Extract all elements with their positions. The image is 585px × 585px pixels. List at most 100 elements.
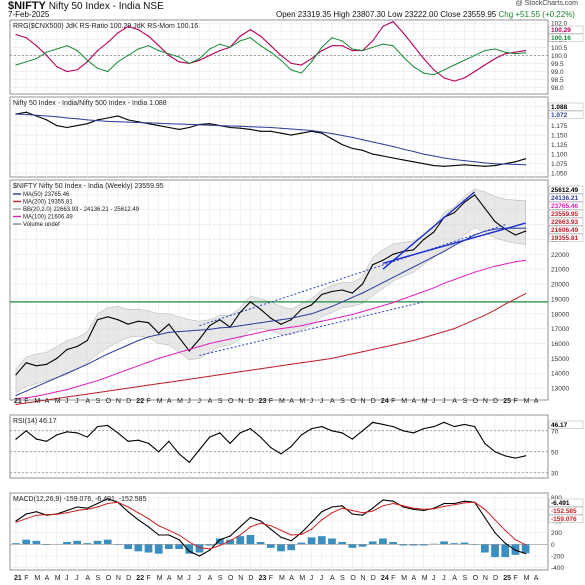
data-point: [300, 325, 302, 327]
data-point: [219, 544, 221, 547]
data-point: [25, 402, 27, 404]
x-tick-label: 23: [259, 575, 267, 582]
data-point: [249, 126, 252, 128]
data-point: [45, 119, 48, 121]
data-point: [402, 430, 404, 432]
data-point: [341, 301, 343, 303]
data-point: [463, 201, 466, 203]
x-tick-label: A: [412, 575, 417, 582]
data-point: [474, 194, 476, 196]
data-point: [117, 432, 119, 434]
data-point: [361, 430, 364, 432]
data-point: [494, 228, 496, 230]
data-point: [25, 111, 27, 113]
histogram-bar: [379, 538, 387, 545]
x-tick-label: F: [147, 398, 151, 405]
data-point: [209, 328, 211, 330]
histogram-bar: [124, 544, 132, 549]
data-point: [412, 508, 415, 510]
data-point: [361, 139, 364, 141]
data-point: [300, 64, 302, 66]
panel-title: MACD(12,26,9) -159.076, -6.491, -152.585: [13, 496, 147, 503]
data-point: [229, 540, 231, 542]
data-point: [290, 134, 292, 136]
x-tick-label: D: [493, 575, 498, 582]
data-point: [168, 126, 170, 129]
data-point: [453, 502, 455, 505]
x-tick-label: M: [157, 575, 163, 582]
data-point: [107, 353, 109, 355]
y-tick-label: 99.0: [551, 69, 564, 76]
data-point: [423, 72, 425, 74]
data-point: [484, 442, 486, 444]
data-point: [86, 436, 88, 438]
data-point: [474, 501, 476, 503]
histogram-bar: [215, 538, 224, 545]
data-point: [321, 309, 323, 311]
data-point: [433, 164, 435, 167]
x-tick-label: D: [248, 575, 253, 582]
data-point: [86, 393, 88, 395]
data-point: [239, 40, 241, 42]
data-point: [178, 128, 180, 130]
data-point: [168, 529, 170, 531]
data-point: [463, 423, 466, 426]
data-point: [484, 165, 486, 167]
x-tick-label: J: [75, 398, 79, 405]
data-point: [300, 315, 302, 317]
data-point: [341, 134, 343, 137]
data-point: [453, 164, 455, 167]
data-point: [117, 372, 119, 374]
data-point: [372, 307, 374, 310]
data-point: [310, 428, 313, 430]
data-point: [209, 375, 211, 377]
data-point: [35, 58, 37, 60]
x-tick-label: A: [167, 575, 172, 582]
data-point: [351, 296, 353, 299]
data-point: [412, 432, 415, 434]
data-point: [198, 345, 201, 348]
data-point: [443, 157, 445, 159]
legend-label: Volume undef: [23, 222, 60, 228]
data-point: [525, 227, 527, 229]
data-point: [86, 363, 88, 365]
data-point: [300, 362, 302, 364]
data-point: [331, 318, 333, 320]
data-point: [66, 396, 68, 398]
x-tick-label: J: [65, 398, 69, 405]
data-point: [453, 64, 455, 66]
data-point: [45, 363, 48, 365]
x-tick-label: A: [85, 398, 90, 405]
y-tick-label: 99.5: [551, 61, 564, 68]
x-tick-label: M: [34, 575, 40, 582]
data-point: [25, 113, 27, 116]
data-point: [178, 331, 180, 333]
x-tick-label: M: [422, 575, 428, 582]
data-point: [158, 124, 160, 127]
data-point: [137, 29, 139, 31]
data-point: [219, 43, 221, 45]
data-point: [484, 314, 486, 316]
value-tag-label: -152.585: [551, 508, 577, 515]
data-point: [260, 126, 262, 128]
x-tick-label: F: [269, 575, 273, 582]
data-point: [45, 399, 48, 401]
histogram-bar: [328, 538, 336, 545]
panel-frame: [9, 19, 549, 95]
data-point: [310, 61, 313, 63]
data-point: [372, 510, 374, 512]
histogram-bar: [226, 539, 234, 545]
panel-title: RSI(14) 46.17: [13, 418, 57, 425]
data-point: [402, 506, 404, 508]
value-tag-label: 100.29: [551, 27, 571, 34]
data-point: [392, 276, 394, 278]
data-point: [86, 507, 88, 509]
data-point: [280, 453, 282, 455]
data-point: [249, 323, 252, 325]
x-tick-label: F: [391, 575, 395, 582]
x-tick-label: N: [238, 398, 243, 405]
data-point: [321, 49, 323, 52]
data-point: [474, 271, 476, 273]
x-tick-label: O: [350, 398, 356, 405]
histogram-bar: [205, 544, 214, 546]
